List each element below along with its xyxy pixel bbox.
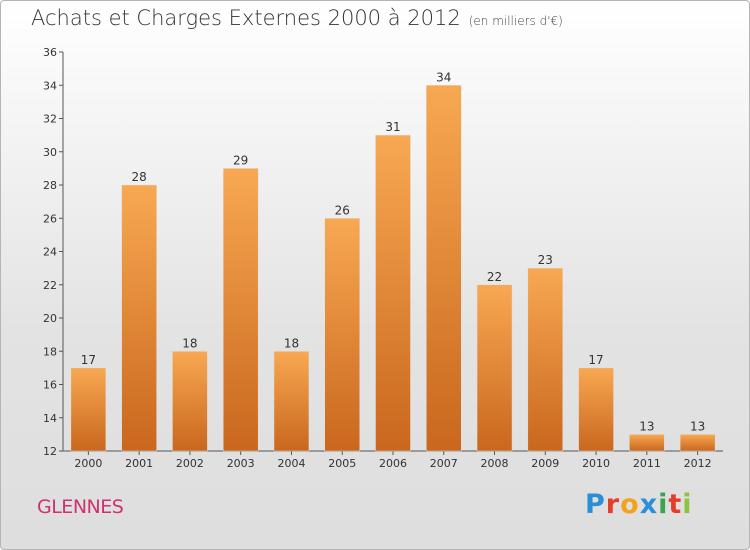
bar-2011 — [629, 434, 665, 452]
x-tick-label-2002: 2002 — [176, 457, 204, 470]
y-tick-label: 14 — [43, 412, 57, 425]
x-tick-label-2008: 2008 — [481, 457, 509, 470]
y-tick-label: 16 — [43, 379, 57, 392]
commune-name: GLENNES — [37, 496, 124, 518]
bar-2000 — [70, 367, 107, 452]
y-tick-label: 32 — [43, 113, 57, 126]
value-label-2003: 29 — [233, 153, 248, 167]
x-tick-label-2010: 2010 — [582, 457, 610, 470]
y-tick-label: 30 — [43, 146, 57, 159]
value-label-2011: 13 — [639, 419, 654, 433]
chart-title-text: Achats et Charges Externes 2000 à 2012 — [31, 6, 461, 30]
x-tick-label-2005: 2005 — [328, 457, 356, 470]
value-label-2010: 17 — [588, 353, 603, 367]
x-tick-label-2001: 2001 — [125, 457, 153, 470]
value-label-2006: 31 — [385, 120, 400, 134]
x-tick-label-2004: 2004 — [277, 457, 305, 470]
bar-2003 — [222, 168, 259, 452]
bar-2008 — [476, 284, 513, 452]
y-tick-label: 18 — [43, 345, 57, 358]
value-label-2005: 26 — [335, 203, 350, 217]
x-tick-label-2000: 2000 — [74, 457, 102, 470]
y-tick-label: 22 — [43, 279, 57, 292]
x-tick-label-2006: 2006 — [379, 457, 407, 470]
x-tick-label-2009: 2009 — [531, 457, 559, 470]
value-label-2012: 13 — [690, 419, 705, 433]
bar-2012 — [679, 434, 716, 452]
bar-2009 — [527, 267, 564, 452]
bar-2006 — [375, 134, 411, 452]
bar-2005 — [324, 218, 360, 452]
y-tick-label: 12 — [43, 445, 57, 458]
y-tick-label: 28 — [43, 179, 57, 192]
value-label-2004: 18 — [284, 336, 299, 350]
bar-2010 — [578, 367, 614, 452]
y-tick-label: 34 — [43, 79, 57, 92]
x-tick-label-2011: 2011 — [633, 457, 661, 470]
x-tick-label-2007: 2007 — [430, 457, 458, 470]
y-tick-label: 36 — [43, 46, 57, 59]
value-label-2002: 18 — [182, 336, 197, 350]
value-label-2008: 22 — [487, 270, 502, 284]
x-tick-label-2012: 2012 — [684, 457, 712, 470]
chart-title: Achats et Charges Externes 2000 à 2012 (e… — [31, 6, 563, 30]
value-label-2001: 28 — [132, 170, 147, 184]
value-label-2009: 23 — [538, 253, 553, 267]
value-label-2000: 17 — [81, 353, 96, 367]
bar-2004 — [273, 351, 310, 452]
value-label-2007: 34 — [436, 70, 451, 84]
bar-2007 — [426, 85, 462, 452]
bar-2002 — [172, 351, 208, 452]
bar-2001 — [121, 184, 157, 452]
y-tick-label: 24 — [43, 246, 57, 259]
x-tick-label-2003: 2003 — [227, 457, 255, 470]
y-tick-label: 26 — [43, 212, 57, 225]
chart-subtitle: (en milliers d'€) — [468, 14, 563, 28]
y-tick-label: 20 — [43, 312, 57, 325]
proxiti-logo[interactable]: Proxiti — [585, 489, 693, 520]
